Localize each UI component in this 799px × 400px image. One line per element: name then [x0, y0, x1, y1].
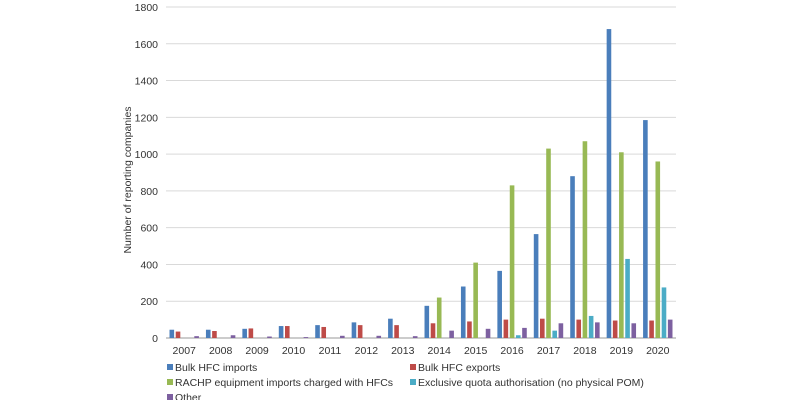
bar-other-2007: [194, 336, 199, 338]
y-tick-label: 1600: [135, 39, 159, 51]
bar-bulk-hfc-imports-2009: [242, 328, 247, 338]
bar-other-2019: [631, 323, 637, 338]
x-tick-label: 2011: [319, 345, 342, 357]
x-tick-label: 2013: [391, 345, 415, 357]
y-tick-label: 400: [140, 259, 158, 271]
legend-swatch: [167, 379, 173, 385]
bar-rachp-equipment-imports-charged-with-hfcs-2018: [582, 141, 588, 338]
bar-rachp-equipment-imports-charged-with-hfcs-2016: [509, 185, 515, 338]
legend-swatch: [410, 379, 416, 385]
y-axis-label: Number of reporting companies: [122, 106, 134, 253]
y-tick-label: 1000: [135, 149, 159, 161]
x-tick-label: 2010: [282, 345, 306, 357]
bar-rachp-equipment-imports-charged-with-hfcs-2019: [619, 152, 624, 338]
x-tick-label: 2017: [537, 345, 561, 357]
x-tick-label: 2020: [646, 345, 670, 357]
bar-bulk-hfc-exports-2012: [357, 325, 363, 338]
legend-label: Bulk HFC imports: [175, 362, 257, 374]
x-tick-label: 2014: [428, 345, 452, 357]
legend-label: Exclusive quota authorisation (no physic…: [418, 377, 644, 389]
bar-bulk-hfc-exports-2010: [285, 326, 290, 338]
bar-bulk-hfc-exports-2008: [212, 331, 217, 338]
x-tick-label: 2015: [464, 345, 488, 357]
bar-bulk-hfc-exports-2011: [321, 326, 327, 338]
x-tick-label: 2019: [610, 345, 634, 357]
bar-rachp-equipment-imports-charged-with-hfcs-2017: [546, 148, 551, 338]
legend-swatch: [167, 394, 173, 400]
bar-bulk-hfc-imports-2011: [315, 325, 320, 338]
y-axis-ticks: 0 200 400 600 800 1000 1200 1400 1600 1800: [135, 2, 159, 345]
x-axis-ticks: 2007 2008 2009 2010 2011 2012 2013 2014 2015 2016…: [173, 345, 670, 357]
bar-other-2020: [667, 319, 673, 338]
bar-bulk-hfc-imports-2013: [388, 318, 393, 338]
x-tick-label: 2012: [355, 345, 379, 357]
bar-other-2012: [376, 335, 382, 338]
bar-other-2014: [449, 330, 454, 338]
bar-bulk-hfc-imports-2008: [205, 329, 211, 338]
bar-bulk-hfc-imports-2007: [169, 329, 175, 338]
legend-swatch: [410, 364, 416, 370]
bar-bulk-hfc-exports-2016: [503, 319, 509, 338]
bar-bulk-hfc-exports-2018: [576, 319, 582, 338]
bar-bulk-hfc-exports-2017: [540, 318, 545, 338]
x-tick-label: 2018: [573, 345, 597, 357]
x-tick-label: 2008: [209, 345, 233, 357]
bar-other-2009: [267, 336, 272, 338]
bar-bulk-hfc-imports-2018: [570, 176, 575, 338]
bar-exclusive-quota-authorisation-no-physical-pom--2020: [661, 287, 667, 338]
x-tick-label: 2007: [173, 345, 197, 357]
bar-bulk-hfc-imports-2020: [643, 120, 648, 338]
bar-bulk-hfc-imports-2014: [424, 305, 430, 338]
bar-bulk-hfc-exports-2013: [394, 325, 399, 338]
bar-other-2015: [485, 328, 491, 338]
legend-label: Bulk HFC exports: [418, 362, 500, 374]
bar-bulk-hfc-exports-2014: [430, 323, 436, 338]
gridlines: [166, 6, 676, 302]
x-tick-label: 2009: [245, 345, 269, 357]
legend-swatch: [167, 364, 173, 370]
bar-bulk-hfc-exports-2007: [175, 331, 181, 338]
y-tick-label: 1800: [135, 2, 159, 14]
y-tick-label: 800: [140, 186, 158, 198]
bar-exclusive-quota-authorisation-no-physical-pom--2017: [552, 330, 557, 338]
bar-exclusive-quota-authorisation-no-physical-pom--2018: [588, 315, 594, 338]
bar-bulk-hfc-imports-2015: [460, 286, 466, 338]
y-tick-label: 1200: [135, 112, 159, 124]
bar-other-2017: [558, 323, 564, 338]
legend-label: RACHP equipment imports charged with HFC…: [175, 377, 393, 389]
y-tick-label: 600: [140, 223, 158, 235]
x-tick-label: 2016: [500, 345, 524, 357]
bar-bulk-hfc-imports-2019: [606, 29, 612, 339]
bar-bulk-hfc-exports-2009: [248, 328, 254, 338]
bars: [169, 29, 673, 339]
bar-exclusive-quota-authorisation-no-physical-pom--2016: [515, 335, 521, 338]
bar-bulk-hfc-imports-2010: [278, 326, 284, 338]
bar-other-2013: [412, 336, 418, 338]
bar-other-2018: [595, 322, 600, 338]
legend-label: Other: [175, 392, 202, 400]
y-tick-label: 0: [152, 333, 158, 345]
bar-other-2010: [303, 337, 309, 338]
bar-bulk-hfc-imports-2016: [497, 270, 502, 338]
bar-exclusive-quota-authorisation-no-physical-pom--2019: [625, 258, 630, 338]
bar-rachp-equipment-imports-charged-with-hfcs-2020: [655, 161, 661, 338]
bar-other-2016: [522, 327, 527, 338]
bar-bulk-hfc-imports-2017: [533, 234, 539, 338]
y-tick-label: 200: [140, 296, 158, 308]
bar-other-2008: [230, 335, 236, 338]
bar-rachp-equipment-imports-charged-with-hfcs-2015: [473, 262, 478, 338]
bar-other-2011: [340, 335, 345, 338]
bar-rachp-equipment-imports-charged-with-hfcs-2014: [436, 297, 442, 338]
bar-bulk-hfc-exports-2019: [612, 320, 618, 338]
bar-bulk-hfc-exports-2020: [649, 320, 654, 338]
legend: Bulk HFC imports Bulk HFC exports RACHP eq…: [167, 362, 644, 400]
bar-bulk-hfc-exports-2015: [467, 321, 472, 338]
bar-bulk-hfc-imports-2012: [351, 322, 357, 338]
y-tick-label: 1400: [135, 76, 159, 88]
